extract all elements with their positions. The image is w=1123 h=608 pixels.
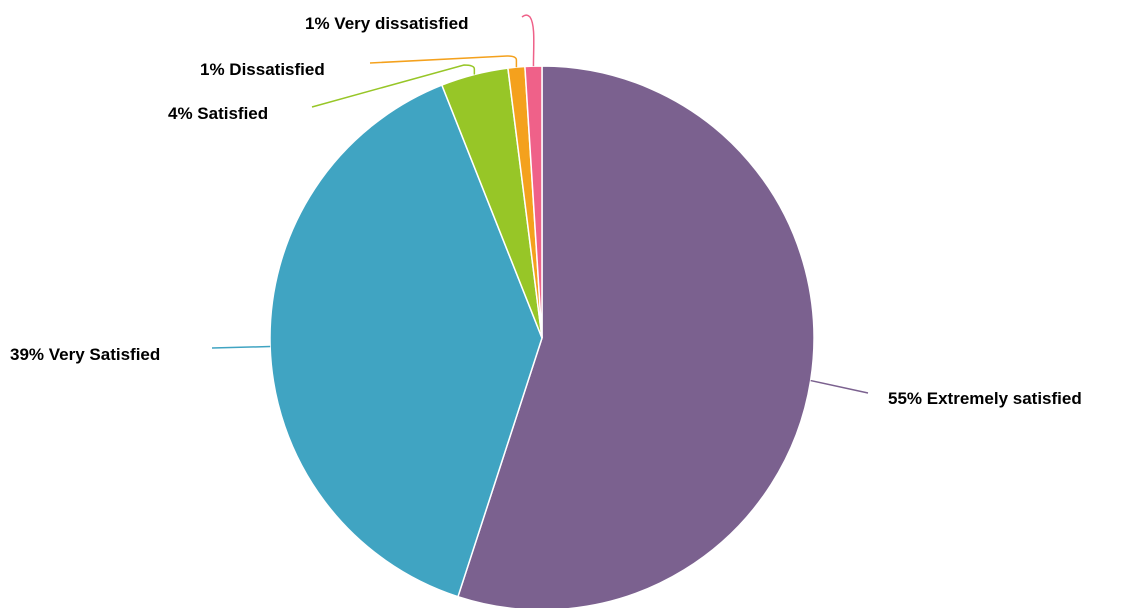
slice-label-extremely-satisfied: 55% Extremely satisfied <box>888 389 1082 408</box>
slice-label-very-satisfied: 39% Very Satisfied <box>10 345 160 364</box>
leader-line-dissatisfied <box>369 55 518 68</box>
leader-lines <box>211 14 869 394</box>
leader-line-very-dissatisfied <box>521 14 535 67</box>
leader-line-very-satisfied <box>211 345 271 349</box>
slice-label-satisfied: 4% Satisfied <box>168 104 268 123</box>
pie-slice-extremely-satisfied <box>457 65 815 608</box>
pie-slice-very-satisfied <box>269 84 543 598</box>
pie-slices <box>269 65 815 608</box>
leader-line-extremely-satisfied <box>810 379 869 394</box>
slice-labels: 55% Extremely satisfied 39% Very Satisfie… <box>10 14 1082 408</box>
leader-line-satisfied <box>311 64 476 108</box>
slice-label-very-dissatisfied: 1% Very dissatisfied <box>305 14 468 33</box>
slice-label-dissatisfied: 1% Dissatisfied <box>200 60 325 79</box>
